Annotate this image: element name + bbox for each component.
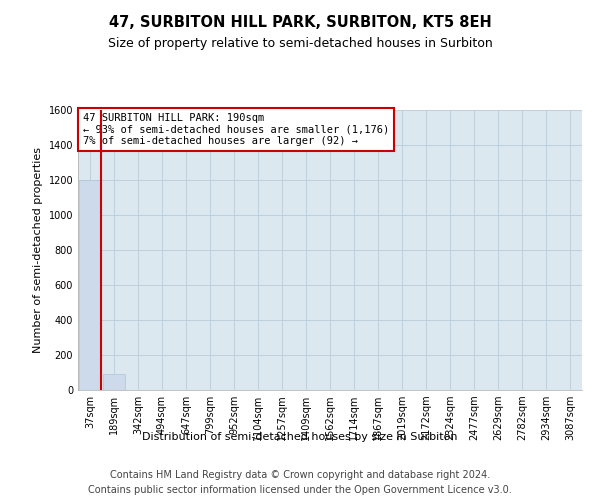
Bar <box>103 374 125 390</box>
Bar <box>79 180 101 390</box>
Text: Contains HM Land Registry data © Crown copyright and database right 2024.: Contains HM Land Registry data © Crown c… <box>110 470 490 480</box>
Text: Size of property relative to semi-detached houses in Surbiton: Size of property relative to semi-detach… <box>107 38 493 51</box>
Text: 47, SURBITON HILL PARK, SURBITON, KT5 8EH: 47, SURBITON HILL PARK, SURBITON, KT5 8E… <box>109 15 491 30</box>
Text: 47 SURBITON HILL PARK: 190sqm
← 93% of semi-detached houses are smaller (1,176)
: 47 SURBITON HILL PARK: 190sqm ← 93% of s… <box>83 113 389 146</box>
Text: Distribution of semi-detached houses by size in Surbiton: Distribution of semi-detached houses by … <box>142 432 458 442</box>
Text: Contains public sector information licensed under the Open Government Licence v3: Contains public sector information licen… <box>88 485 512 495</box>
Y-axis label: Number of semi-detached properties: Number of semi-detached properties <box>33 147 43 353</box>
